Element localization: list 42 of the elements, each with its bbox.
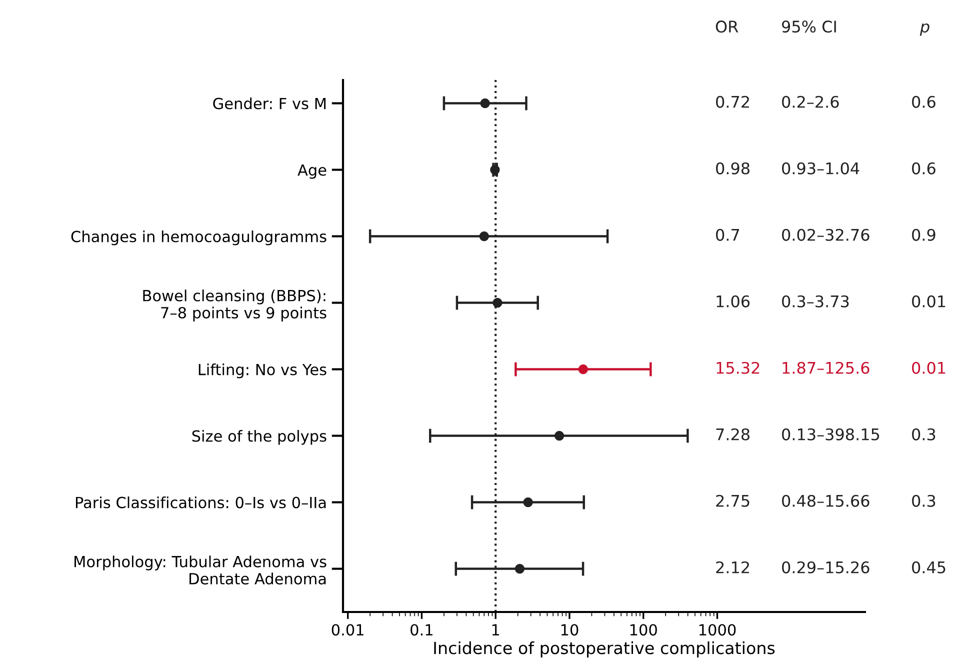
annotation: 15.32 (716, 362, 760, 374)
text: 0.6 (912, 162, 936, 174)
y-tick-label: Morphology: Tubular Adenoma vs Dentate Adenoma (74, 556, 326, 585)
x-tick-label: 10 (561, 624, 578, 636)
text: OR (716, 20, 738, 33)
annotation: 0.13–398.15 (782, 428, 880, 440)
annotation: 0.48–15.66 (782, 494, 870, 507)
annotation: 1.87–125.6 (782, 362, 870, 374)
x-tick-label: 100 (630, 624, 657, 636)
y-tick-label: Gender: F vs M (213, 97, 326, 110)
y-tick-label: Size of the polyps (192, 430, 326, 445)
annotation: 1.06 (716, 295, 750, 308)
text: p (920, 23, 930, 36)
annotation: 7.28 (716, 428, 750, 440)
annotation: 0.02–32.76 (782, 228, 870, 241)
text: 0.9 (912, 228, 936, 241)
text: 0.45 (912, 561, 946, 574)
text: 0.6 (912, 96, 936, 108)
x-tick-label: 0.01 (332, 624, 364, 636)
x-tick-label: 1 (492, 624, 500, 636)
y-tick-label: Paris Classifications: 0–Is vs 0–IIa (76, 496, 326, 508)
text: 0.3 (912, 494, 936, 507)
text: 0.3 (912, 428, 936, 440)
annotation: 2.12 (716, 561, 749, 574)
text: 0.01 (912, 295, 946, 308)
annotation: 0.2–2.6 (782, 96, 839, 108)
y-tick-label: Bowel cleansing (BBPS): 7–8 points vs 9 points (143, 290, 326, 322)
annotation: 0.72 (716, 96, 749, 108)
x-tick-label: 1000 (699, 624, 736, 636)
annotation: 0.98 (716, 162, 750, 174)
annotation: 0.29–15.26 (782, 561, 870, 574)
annotation: 0.93–1.04 (782, 162, 860, 174)
y-tick-label: Lifting: No vs Yes (198, 363, 326, 378)
annotation: 2.75 (716, 494, 750, 507)
y-tick-label: Changes in hemocoagulogramms (71, 230, 326, 246)
text: 0.01 (912, 362, 946, 374)
annotation: 0.7 (716, 228, 740, 241)
text: 95% CI (782, 20, 836, 33)
x-axis-title: Incidence of postoperative complications (434, 641, 775, 658)
x-tick-label: 0.1 (410, 624, 432, 636)
annotation: 0.3–3.73 (782, 295, 849, 308)
y-tick-label: Age (298, 164, 326, 179)
